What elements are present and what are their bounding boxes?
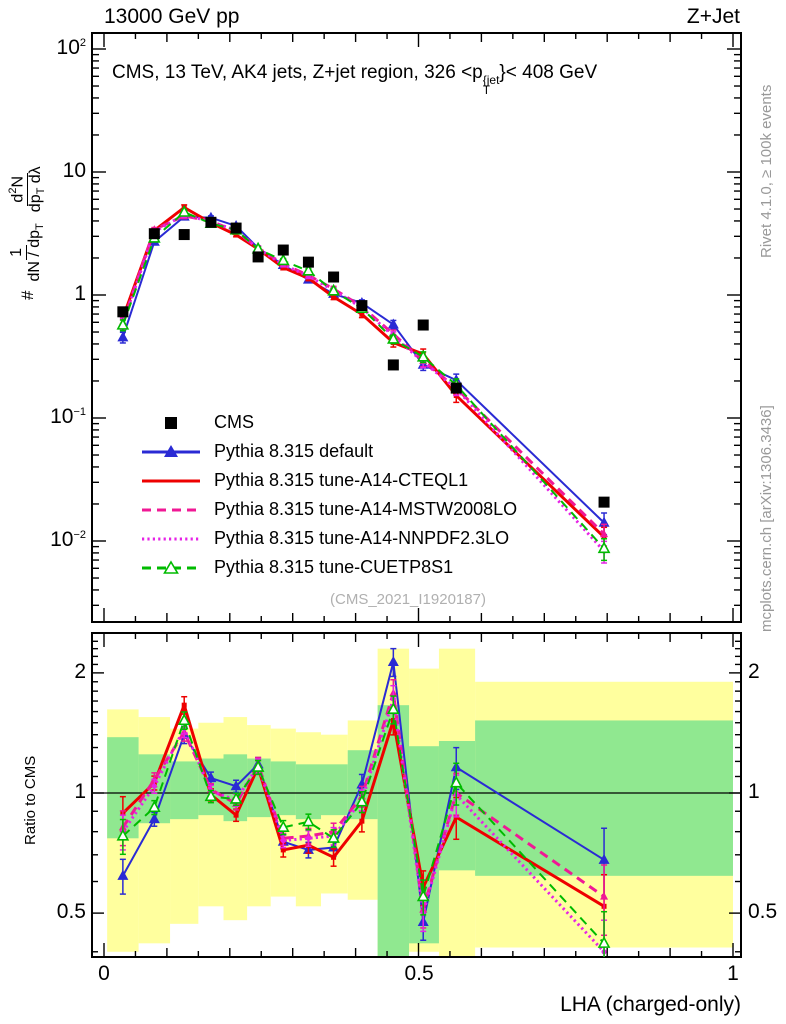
x-tick-label-0: 0 [98,962,110,985]
legend-item-1: Pythia 8.315 default [140,437,517,466]
ratio-y-tick-label-right-1: 1 [748,780,760,803]
legend-swatch-1 [142,444,200,457]
legend-label-0: CMS [214,412,254,432]
y-axis-frac2-den: dpT dλ [27,166,48,213]
main-y-tick-label-0: 102 [56,36,86,59]
y-axis-frac1-den: dN / dpT [25,223,47,282]
series-ratio-4 [116,695,611,957]
process-label: Z+Jet [686,5,740,28]
plot-title-pre: CMS, 13 TeV, AK4 jets, Z+jet region, 326… [112,62,483,83]
main-panel-frame [91,32,742,623]
legend-item-3: Pythia 8.315 tune-A14-MSTW2008LO [140,495,517,524]
legend-label-3: Pythia 8.315 tune-A14-MSTW2008LO [214,499,518,519]
ratio-y-tick-label-left-2: 0.5 [56,900,86,924]
main-y-tick-label-1: 10 [62,159,86,182]
y-axis-frac2-num: d2N [7,172,29,206]
legend-item-2: Pythia 8.315 tune-A14-CTEQL1 [140,466,517,495]
main-y-tick-label-3: 10−1 [50,405,86,428]
legend-label-5: Pythia 8.315 tune-CUETP8S1 [214,557,454,577]
legend-label-4: Pythia 8.315 tune-A14-NNPDF2.3LO [214,528,510,548]
axis-ticks [92,33,741,957]
legend-item-0: CMS [140,408,517,437]
cms-data-points [117,216,610,508]
plot-title: CMS, 13 TeV, AK4 jets, Z+jet region, 326… [112,62,597,95]
plot-title-post: }< 408 GeV [499,62,598,83]
legend-swatch-0 [165,416,177,429]
legend-label-1: Pythia 8.315 default [214,441,374,461]
legend-item-5: Pythia 8.315 tune-CUETP8S1 [140,553,517,582]
ratio-axis-label: Ratio to CMS [22,755,39,845]
plot-title-sub: T [482,82,491,97]
ratio-y-tick-label-right-0: 2 [748,659,760,683]
mcplots-reference-note: mcplots.cern.ch [arXiv:1306.3436] [758,405,775,632]
y-axis-frac1: 1 dN / dpT [8,221,47,283]
legend-swatch-3 [142,508,200,511]
legend-swatch-5 [142,559,200,574]
main-y-tick-label-4: 10−2 [50,528,86,551]
x-tick-label-2: 1 [727,962,739,985]
plot-title-sup: {jet [482,73,500,87]
y-axis-label: # 1 dN / dpT d2N dpT dλ [7,164,48,300]
ratio-panel-frame [91,632,742,958]
beam-energy-label: 13000 GeV pp [104,5,240,28]
legend-item-4: Pythia 8.315 tune-A14-NNPDF2.3LO [140,524,517,553]
ratio-y-tick-label-left-0: 2 [74,659,86,683]
legend-swatch-2 [142,479,200,482]
y-axis-hash: # [17,290,37,300]
y-axis-frac1-num: 1 [8,244,27,260]
legend-label-2: Pythia 8.315 tune-A14-CTEQL1 [214,470,469,490]
ratio-y-tick-label-left-1: 1 [74,780,86,803]
main-y-tick-label-2: 1 [74,282,86,305]
y-axis-frac2: d2N dpT dλ [7,164,48,214]
ratio-uncertainty-bands [107,648,733,957]
x-axis-label: LHA (charged-only) [560,993,741,1016]
legend-swatch-4 [142,537,200,540]
legend: CMS Pythia 8.315 default Pythia 8.315 tune… [140,408,517,582]
plot-title-supsub: {jet T [482,73,500,97]
analysis-watermark: (CMS_2021_I1920187) [330,591,486,608]
rivet-version-note: Rivet 4.1.0, ≥ 100k events [758,84,775,258]
x-tick-label-1: 0.5 [404,962,434,985]
ratio-y-tick-label-right-2: 0.5 [748,900,778,924]
